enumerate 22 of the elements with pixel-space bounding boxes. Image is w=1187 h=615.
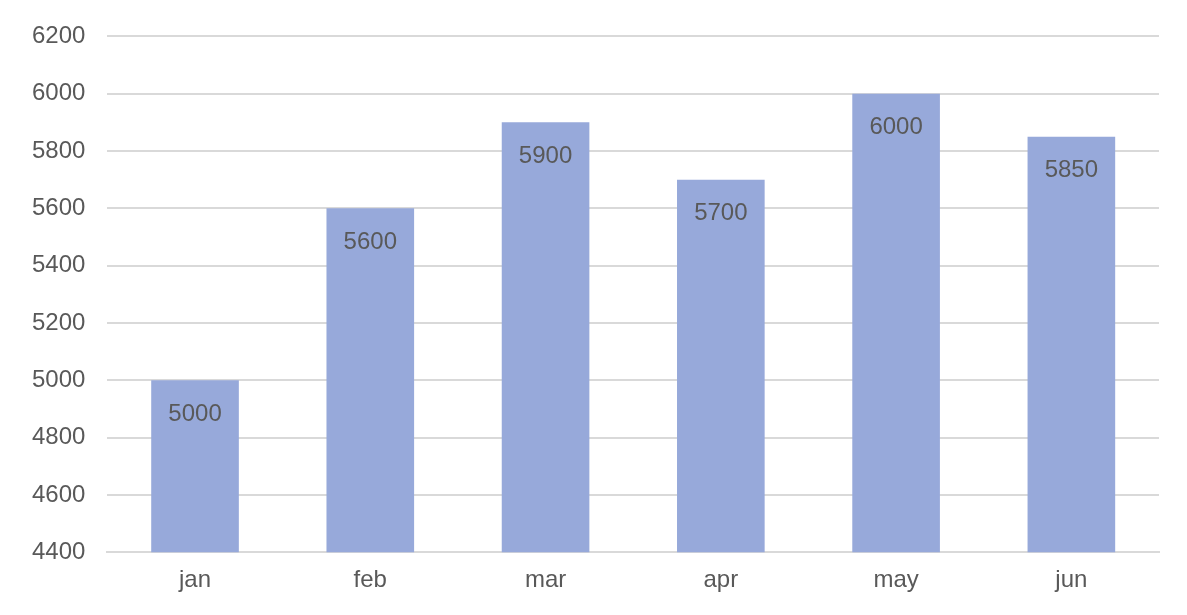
y-tick-label: 5800 (32, 135, 86, 163)
y-tick-label: 6200 (32, 21, 86, 49)
data-label: 5700 (694, 198, 748, 226)
y-tick-label: 5200 (32, 307, 86, 335)
data-label: 5900 (518, 140, 573, 168)
y-tick-label: 4600 (32, 479, 86, 507)
data-label: 5600 (343, 226, 397, 254)
x-tick-label: mar (524, 565, 567, 593)
y-tick-label: 5000 (32, 364, 86, 392)
x-tick-label: apr (703, 565, 739, 593)
x-tick-label: may (873, 565, 919, 593)
data-label: 6000 (869, 112, 923, 140)
y-tick-label: 5600 (32, 192, 86, 220)
x-tick-label: feb (353, 565, 387, 593)
y-tick-label: 4800 (32, 422, 86, 450)
x-tick-label: jun (1054, 565, 1088, 593)
y-tick-label: 5400 (32, 250, 86, 278)
x-tick-label: jan (178, 565, 212, 593)
data-label: 5850 (1044, 155, 1099, 183)
y-tick-label: 6000 (32, 78, 86, 106)
y-tick-label: 4400 (32, 536, 86, 564)
data-label: 5000 (168, 398, 222, 426)
